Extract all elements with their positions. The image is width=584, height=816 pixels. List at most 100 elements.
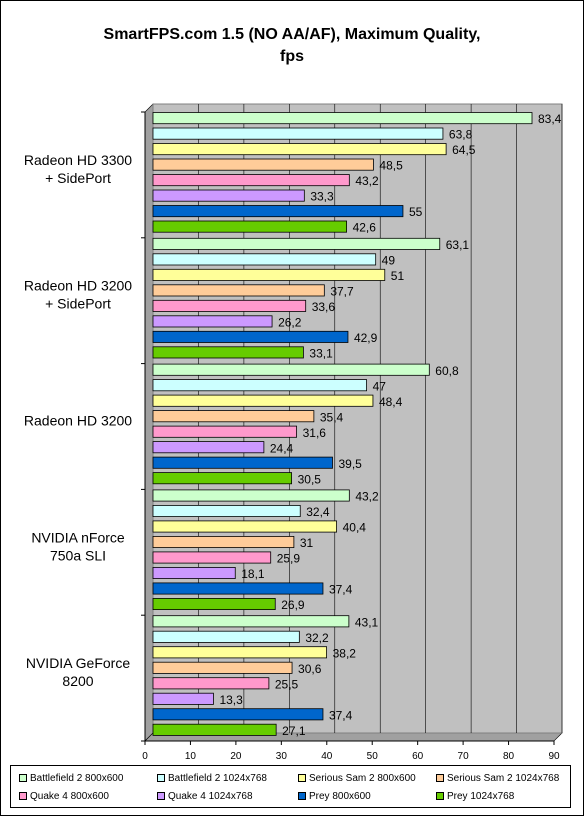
legend-label: Battlefield 2 800x600 xyxy=(30,772,124,784)
data-label: 33,6 xyxy=(312,300,336,314)
bar xyxy=(152,112,533,125)
legend-swatch xyxy=(436,774,444,782)
data-label: 33,3 xyxy=(310,190,334,204)
data-label: 60,8 xyxy=(435,364,459,378)
chart-title-line: SmartFPS.com 1.5 (NO AA/AF), Maximum Qua… xyxy=(103,26,481,43)
data-label: 33,1 xyxy=(309,347,333,361)
bar xyxy=(152,489,350,502)
data-label: 31 xyxy=(300,536,314,550)
bar xyxy=(152,379,367,392)
data-label: 64,5 xyxy=(452,143,476,157)
legend-swatch xyxy=(19,774,27,782)
x-tick-label: 30 xyxy=(276,751,288,762)
x-tick-label: 70 xyxy=(458,751,470,762)
bar xyxy=(152,425,298,438)
data-label: 26,9 xyxy=(281,598,305,612)
data-label: 18,1 xyxy=(241,567,265,581)
legend-label: Quake 4 1024x768 xyxy=(168,790,253,802)
x-tick-label: 90 xyxy=(548,751,560,762)
data-label: 43,2 xyxy=(355,174,379,188)
legend-item: Quake 4 800x600 xyxy=(19,788,109,804)
category-label: Radeon HD 3200 + SidePort xyxy=(24,278,132,312)
bar xyxy=(152,692,214,705)
bar xyxy=(152,174,350,187)
bar xyxy=(152,237,441,250)
category-label: Radeon HD 3300 + SidePort xyxy=(24,152,132,186)
data-label: 51 xyxy=(391,269,405,283)
x-tick-label: 20 xyxy=(230,751,242,762)
data-label: 35,4 xyxy=(320,410,344,424)
bar xyxy=(152,677,270,690)
bar xyxy=(152,220,347,233)
bar xyxy=(152,268,386,281)
bar xyxy=(152,410,315,423)
bar xyxy=(152,394,374,407)
data-label: 25,5 xyxy=(275,677,299,691)
data-label: 38,2 xyxy=(333,646,357,660)
bar xyxy=(152,661,293,674)
bar xyxy=(152,143,447,156)
bar xyxy=(152,520,337,533)
chart-legend: Battlefield 2 800x600 Battlefield 2 1024x… xyxy=(10,765,571,808)
bar xyxy=(152,363,430,376)
bar xyxy=(152,646,327,659)
bar xyxy=(152,567,236,580)
category-label: Radeon HD 3200 xyxy=(24,413,132,429)
bar xyxy=(152,598,276,611)
chart-title: SmartFPS.com 1.5 (NO AA/AF), Maximum Qua… xyxy=(0,24,584,68)
bar xyxy=(152,441,265,454)
bar xyxy=(152,536,295,549)
legend-item: Prey 1024x768 xyxy=(436,788,514,804)
data-label: 30,5 xyxy=(298,472,322,486)
bar xyxy=(152,615,350,628)
data-label: 42,6 xyxy=(353,221,377,235)
data-label: 40,4 xyxy=(343,521,367,535)
category-label: NVIDIA GeForce 8200 xyxy=(26,655,130,689)
data-label: 49 xyxy=(382,254,396,268)
bar xyxy=(152,315,273,328)
data-label: 43,1 xyxy=(355,615,379,629)
bar xyxy=(152,708,324,721)
data-label: 63,1 xyxy=(446,238,470,252)
legend-swatch xyxy=(157,792,165,800)
bar xyxy=(152,456,333,469)
x-tick-label: 50 xyxy=(367,751,379,762)
bar xyxy=(152,504,301,517)
bar xyxy=(152,630,300,643)
legend-swatch xyxy=(157,774,165,782)
legend-label: Battlefield 2 1024x768 xyxy=(168,772,267,784)
bar xyxy=(152,158,374,171)
bar xyxy=(152,299,307,312)
legend-swatch xyxy=(298,792,306,800)
plot-side-wall xyxy=(144,103,154,742)
legend-item: Quake 4 1024x768 xyxy=(157,788,253,804)
legend-item: Prey 800x600 xyxy=(298,788,371,804)
legend-item: Battlefield 2 800x600 xyxy=(19,770,123,786)
data-label: 83,4 xyxy=(538,112,562,126)
legend-swatch xyxy=(436,792,444,800)
legend-label: Serious Sam 2 800x600 xyxy=(309,772,416,784)
bar xyxy=(152,253,377,266)
legend-item: Battlefield 2 1024x768 xyxy=(157,770,267,786)
x-tick-label: 80 xyxy=(503,751,515,762)
legend-swatch xyxy=(298,774,306,782)
data-label: 32,4 xyxy=(306,505,330,519)
data-label: 48,4 xyxy=(379,395,403,409)
bar xyxy=(152,189,305,202)
legend-label: Serious Sam 2 1024x768 xyxy=(447,772,560,784)
bar xyxy=(152,723,277,736)
category-label: NVIDIA nForce 750a SLI xyxy=(31,529,125,563)
data-label: 32,2 xyxy=(305,631,329,645)
data-label: 13,3 xyxy=(219,693,243,707)
x-tick-label: 10 xyxy=(185,751,197,762)
bar xyxy=(152,551,272,564)
data-label: 48,5 xyxy=(379,159,403,173)
data-label: 25,9 xyxy=(277,552,301,566)
bar xyxy=(152,284,325,297)
data-label: 30,6 xyxy=(298,662,322,676)
x-tick-label: 40 xyxy=(321,751,333,762)
legend-label: Prey 1024x768 xyxy=(447,790,515,802)
bar xyxy=(152,127,444,140)
data-label: 24,4 xyxy=(270,441,294,455)
